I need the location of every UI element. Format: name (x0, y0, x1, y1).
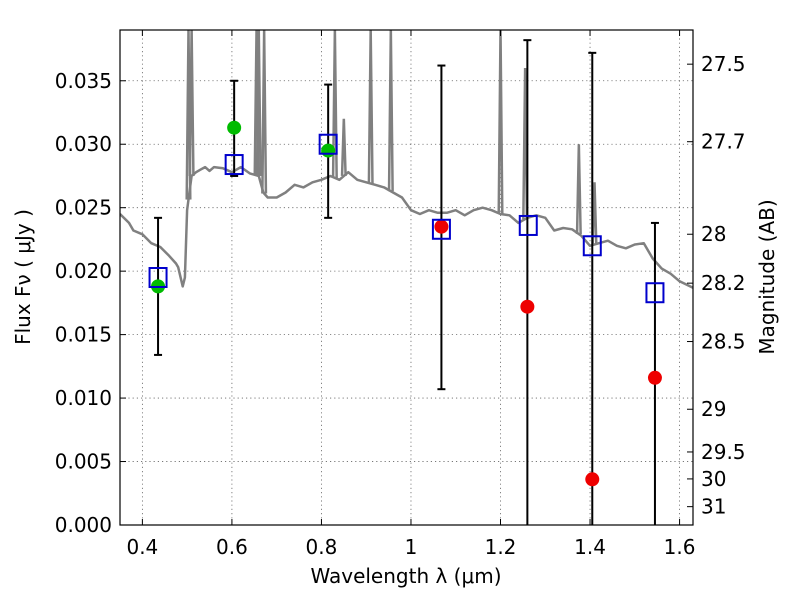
x-axis-label: Wavelength λ (μm) (310, 564, 501, 588)
model-photometry-square (431, 218, 451, 240)
mag-tick-label: 30 (701, 467, 726, 491)
y-tick-label: 0.005 (55, 450, 112, 474)
emission-line (261, 30, 268, 194)
emission-line (591, 182, 598, 245)
mag-tick-label: 27.5 (701, 52, 746, 76)
model-photometry-square (148, 267, 168, 288)
emission-line (522, 68, 529, 220)
mag-tick-label: 31 (701, 495, 726, 519)
red-data-point (585, 472, 600, 487)
y-tick-label: 0.010 (55, 386, 112, 410)
model-photometry-square (318, 133, 338, 155)
x-tick-label: 0.6 (216, 535, 248, 559)
y-tick-label: 0.020 (55, 259, 112, 283)
model-photometry-square (645, 282, 665, 304)
y-tick-label: 0.025 (55, 196, 112, 220)
red-data-point (520, 299, 535, 314)
x-tick-label: 1.4 (574, 535, 606, 559)
y-tick-label: 0.000 (55, 513, 112, 537)
emission-line (497, 30, 504, 215)
mag-tick-label: 29.5 (701, 440, 746, 464)
plot-area (120, 30, 693, 525)
mag-tick-label: 28 (701, 222, 726, 246)
y-tick-label: 0.015 (55, 323, 112, 347)
green-data-point (321, 143, 336, 158)
emission-line (331, 30, 338, 178)
mag-tick-label: 29 (701, 397, 726, 421)
mag-tick-label: 28.5 (701, 330, 746, 354)
emission-line (188, 30, 195, 176)
x-tick-label: 1 (405, 535, 418, 559)
x-tick-label: 0.8 (306, 535, 338, 559)
plot-frame (119, 29, 694, 526)
red-data-point (434, 219, 449, 234)
y-tick-label: 0.030 (55, 132, 112, 156)
emission-line (255, 30, 262, 176)
emission-line (575, 144, 582, 235)
emission-line (367, 30, 374, 184)
y-tick-label: 0.035 (55, 69, 112, 93)
red-data-point (647, 370, 662, 385)
model-photometry-square (582, 235, 602, 257)
model-spectrum-line (120, 165, 693, 289)
mag-tick-label: 27.7 (701, 130, 746, 154)
model-photometry-square (518, 214, 538, 236)
mag-tick-label: 28.2 (701, 271, 746, 295)
model-photometry-square (224, 154, 244, 176)
y-axis-label: Flux Fν ( μJy ) (11, 209, 35, 345)
axis-ticks: 0.4 0.6 0.8 1 1.2 1.4 1.6 0.000 0.005 0.010 0.015 0… (55, 30, 746, 559)
x-tick-label: 0.4 (126, 535, 158, 559)
green-data-point (227, 120, 242, 135)
right-axis-label: Magnitude (AB) (755, 199, 779, 354)
x-tick-label: 1.2 (485, 535, 517, 559)
emission-line (387, 30, 394, 192)
x-tick-label: 1.6 (664, 535, 696, 559)
emission-line (340, 118, 347, 177)
grid (120, 30, 693, 526)
